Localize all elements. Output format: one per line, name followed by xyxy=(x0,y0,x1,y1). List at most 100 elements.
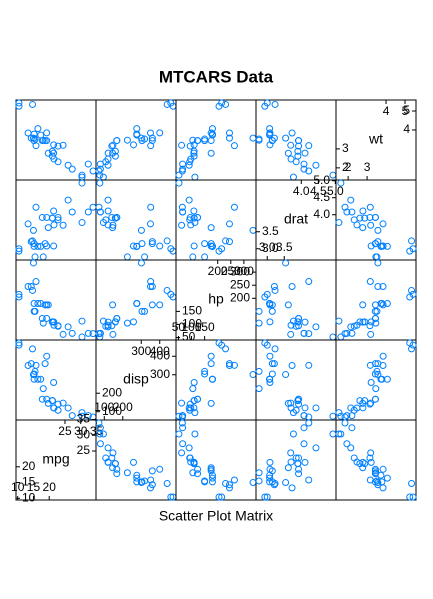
point xyxy=(175,171,183,179)
point xyxy=(24,220,32,228)
point xyxy=(147,278,155,286)
point xyxy=(179,208,187,216)
y-tick-label: 2 xyxy=(342,160,349,174)
point xyxy=(29,345,37,353)
point xyxy=(123,136,131,144)
point xyxy=(312,404,320,412)
point xyxy=(108,322,116,330)
point xyxy=(191,409,199,417)
point xyxy=(295,465,303,473)
point xyxy=(337,333,345,341)
point xyxy=(54,400,62,408)
point xyxy=(189,469,197,477)
point xyxy=(207,149,215,157)
point xyxy=(96,171,104,179)
point xyxy=(348,424,356,432)
point xyxy=(24,129,32,137)
point xyxy=(282,259,290,267)
point xyxy=(96,165,104,173)
point xyxy=(68,208,76,216)
point xyxy=(38,213,46,221)
point xyxy=(284,301,292,309)
point xyxy=(289,317,297,325)
point xyxy=(268,478,276,486)
x-tick-label: 3.0 xyxy=(259,240,276,254)
point xyxy=(284,149,292,157)
point xyxy=(305,142,313,150)
point xyxy=(301,318,309,326)
point xyxy=(207,242,215,250)
x-tick-label: 250 xyxy=(221,264,241,278)
point xyxy=(374,371,382,379)
point xyxy=(64,323,72,331)
point xyxy=(190,207,198,215)
point xyxy=(359,464,367,472)
point xyxy=(255,469,263,477)
point xyxy=(295,454,303,462)
point xyxy=(268,137,276,145)
x-tick-label: 3.5 xyxy=(276,240,293,254)
point xyxy=(44,301,52,309)
y-tick-label: 35 xyxy=(77,412,91,426)
point xyxy=(194,395,202,403)
point xyxy=(185,161,193,169)
point xyxy=(225,129,233,137)
point xyxy=(96,329,104,337)
point xyxy=(288,362,296,370)
point xyxy=(371,213,379,221)
point xyxy=(312,444,320,452)
point xyxy=(374,259,382,267)
point xyxy=(96,430,104,438)
point xyxy=(78,409,86,417)
point xyxy=(374,479,382,487)
point xyxy=(295,322,303,330)
point xyxy=(190,149,198,157)
point xyxy=(104,149,112,157)
point xyxy=(366,213,374,221)
point xyxy=(300,440,308,448)
point xyxy=(207,352,215,360)
point xyxy=(263,341,271,349)
point xyxy=(208,478,216,486)
point xyxy=(138,137,146,145)
point xyxy=(163,479,171,487)
point xyxy=(371,395,379,403)
point xyxy=(266,379,274,387)
point xyxy=(374,283,382,291)
point xyxy=(343,329,351,337)
point xyxy=(201,253,209,261)
point xyxy=(99,173,107,181)
point xyxy=(186,454,194,462)
point xyxy=(148,240,156,248)
point xyxy=(225,481,233,489)
point xyxy=(230,142,238,150)
point xyxy=(96,440,104,448)
point xyxy=(289,409,297,417)
point xyxy=(44,149,52,157)
point xyxy=(301,149,309,157)
point xyxy=(32,142,40,150)
point xyxy=(408,237,416,245)
point xyxy=(225,360,233,368)
panel xyxy=(335,419,417,501)
point xyxy=(178,449,186,457)
point xyxy=(255,307,263,315)
point xyxy=(129,141,137,149)
point xyxy=(270,360,278,368)
point xyxy=(300,165,308,173)
point xyxy=(37,131,45,139)
point xyxy=(156,301,164,309)
point xyxy=(50,318,58,326)
point xyxy=(361,460,369,468)
point xyxy=(156,465,164,473)
point xyxy=(30,307,38,315)
point xyxy=(41,360,49,368)
point xyxy=(263,99,271,107)
point xyxy=(266,318,274,326)
x-tick-label: 300 xyxy=(131,344,151,358)
point xyxy=(54,213,62,221)
point xyxy=(366,203,374,211)
point xyxy=(255,319,263,327)
point xyxy=(29,259,37,267)
point xyxy=(129,242,137,250)
